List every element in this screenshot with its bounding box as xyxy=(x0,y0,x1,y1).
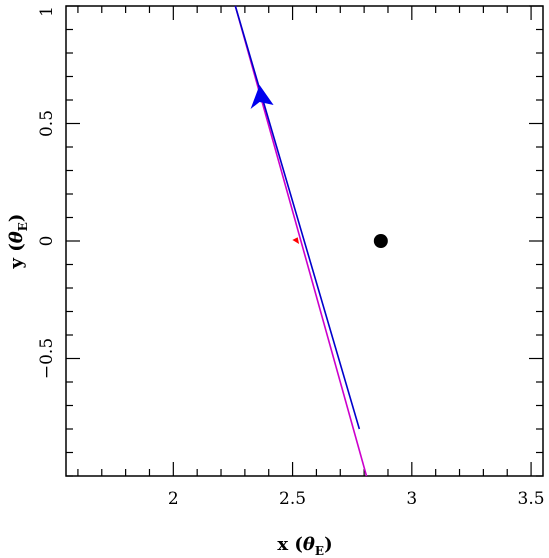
direction-arrow xyxy=(250,85,274,109)
y-tick-label: 1 xyxy=(37,6,57,17)
x-tick-label: 3 xyxy=(406,489,417,509)
series-line-0 xyxy=(234,5,368,477)
y-tick-label: 0.5 xyxy=(37,110,57,137)
x-tick-label: 2.5 xyxy=(279,489,306,509)
series-line-1 xyxy=(234,5,361,430)
y-tick-label: −0.5 xyxy=(37,338,57,379)
axis-ticks xyxy=(66,5,543,477)
lens-point xyxy=(373,234,388,248)
x-tick-label: 3.5 xyxy=(518,489,545,509)
x-axis-label-main: x ( xyxy=(277,534,303,555)
y-axis-label-sub: E xyxy=(16,222,30,231)
y-axis-label-main: y ( xyxy=(6,243,27,269)
y-axis-label: y (θE) xyxy=(6,214,30,270)
x-axis-label-sub: E xyxy=(315,544,324,558)
axis-tick-labels: 2 2.5 3 3.5 −0.5 0 0.5 1 xyxy=(37,6,545,509)
y-tick-label: 0 xyxy=(37,236,57,247)
series-group xyxy=(234,5,368,477)
y-axis-label-close: ) xyxy=(6,214,27,223)
markers-group xyxy=(250,85,388,248)
caustic-point xyxy=(292,237,300,245)
x-axis-label-greek: θ xyxy=(303,534,315,555)
y-axis-label-greek: θ xyxy=(6,231,27,243)
x-axis-label: x (θE) xyxy=(277,534,332,558)
x-axis-label-close: ) xyxy=(324,534,333,555)
x-tick-label: 2 xyxy=(168,489,179,509)
